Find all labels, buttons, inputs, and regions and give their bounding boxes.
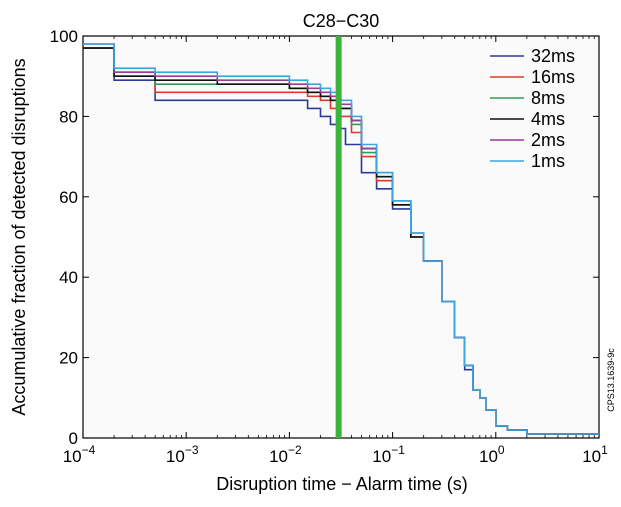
y-axis: 0 20 40 60 80 100	[50, 27, 599, 448]
legend-label-1ms: 1ms	[531, 151, 565, 171]
legend-label-4ms: 4ms	[531, 109, 565, 129]
chart-title: C28−C30	[303, 11, 380, 31]
x-tick-label: 101	[582, 443, 608, 466]
x-tick-label: 10−1	[372, 443, 405, 466]
x-tick-label: 100	[479, 443, 505, 466]
legend-label-8ms: 8ms	[531, 88, 565, 108]
x-axis-label: Disruption time − Alarm time (s)	[216, 474, 468, 494]
y-tick-label: 80	[59, 107, 78, 126]
x-tick-label: 10−3	[166, 443, 199, 466]
x-tick-label: 10−4	[63, 443, 96, 466]
series-1ms-line	[83, 43, 599, 435]
x-tick-label: 10−2	[269, 443, 302, 466]
legend-label-2ms: 2ms	[531, 130, 565, 150]
x-axis: 10−4 10−3 10−2 10−1 100 101	[63, 36, 608, 466]
y-tick-label: 60	[59, 188, 78, 207]
legend-label-32ms: 32ms	[531, 46, 575, 66]
y-tick-label: 0	[69, 429, 78, 448]
legend-label-16ms: 16ms	[531, 67, 575, 87]
y-tick-label: 100	[50, 27, 78, 46]
y-axis-label: Accumulative fraction of detected disrup…	[9, 58, 29, 415]
y-tick-label: 20	[59, 349, 78, 368]
y-tick-label: 40	[59, 268, 78, 287]
series-lines	[83, 36, 599, 438]
figure-id-annotation: CPS13.1639-9c	[606, 348, 616, 412]
